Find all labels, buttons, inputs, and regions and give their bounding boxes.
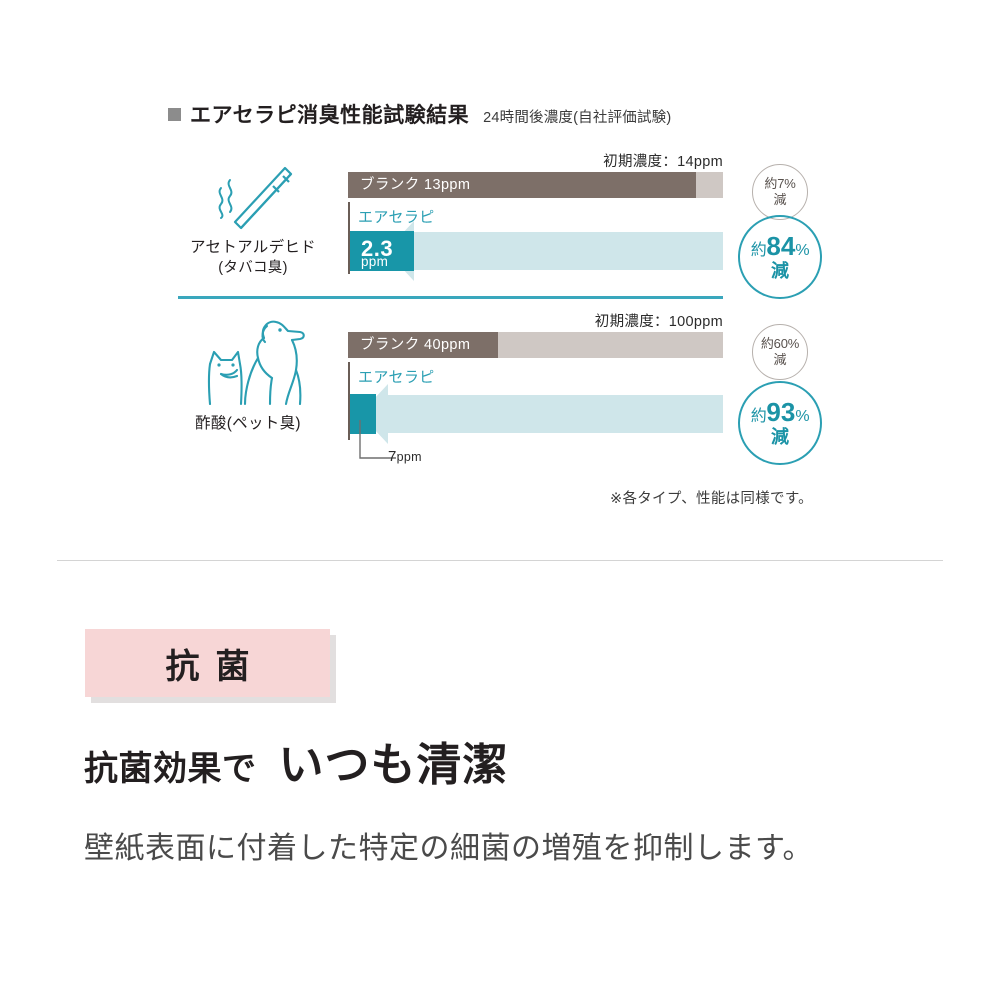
antibacterial-badge: 抗菌 (85, 629, 330, 697)
badge-suffix-1: % (795, 242, 810, 260)
product-label-1: エアセラピ (358, 209, 435, 226)
initial-concentration-label-2: 初期濃度：100ppm (594, 314, 723, 330)
square-marker-icon (168, 108, 181, 121)
antibacterial-body-text: 壁紙表面に付着した特定の細菌の増殖を抑制します。 (84, 832, 813, 865)
blank-bar-label-2: ブランク 40ppm (360, 337, 471, 353)
category-sub-1: (タバコ臭) (218, 259, 288, 276)
badge-product-unit-1: 減 (771, 260, 789, 281)
callout-value-2: 7 (388, 448, 397, 465)
chart-title: エアセラピ消臭性能試験結果 24時間後濃度(自社評価試験) (168, 99, 671, 129)
category-name-2: 酢酸(ペット臭) (195, 415, 301, 432)
product-group-axis-2 (348, 362, 350, 440)
blank-bar-label-1: ブランク 13ppm (360, 177, 471, 193)
chart-row-acetic-acid: 初期濃度：100ppm ブランク 40ppm エアセラピ 7ppm 約60% 減… (0, 310, 1000, 485)
badge-blank-reduction-1: 約7% 減 (752, 164, 808, 220)
badge-blank-value-2: 約60% (760, 336, 800, 352)
badge-product-reduction-2: 約93% 減 (738, 381, 822, 465)
callout-leader-line-2 (359, 420, 396, 459)
antibacterial-headline: 抗菌効果で いつも清潔 (84, 728, 509, 793)
blank-bar-fill-2 (348, 332, 498, 358)
blank-bar-fill-1 (348, 172, 697, 198)
badge-blank-value-1: 約7% (764, 176, 796, 192)
badge-product-unit-2: 減 (771, 426, 789, 447)
badge-suffix-2: % (795, 408, 810, 426)
badge-product-value-1: 約84% (751, 233, 810, 260)
cigarette-icon (205, 158, 315, 241)
antibacterial-section: 抗菌 抗菌効果で いつも清潔 壁紙表面に付着した特定の細菌の増殖を抑制します。 (0, 560, 1000, 1000)
product-unit-1: ppm (361, 254, 389, 269)
badge-number-1: 84 (766, 231, 796, 262)
antibacterial-badge-label: 抗菌 (165, 647, 266, 686)
blank-bar-track-2: ブランク 40ppm (348, 332, 723, 358)
callout-unit-2: ppm (396, 450, 422, 464)
headline-part1: 抗菌効果で (84, 750, 257, 788)
category-caption-2: 酢酸(ペット臭) (153, 414, 343, 435)
initial-concentration-label-1: 初期濃度：14ppm (603, 154, 723, 170)
badge-product-value-2: 約93% (751, 399, 810, 426)
badge-product-reduction-1: 約84% 減 (738, 215, 822, 299)
section-divider (57, 560, 943, 561)
chart-footnote: ※各タイプ、性能は同様です。 (610, 491, 813, 507)
product-bar-1: 2.3 ppm (350, 231, 414, 271)
reduction-arrow-body-1 (414, 232, 723, 270)
badge-blank-unit-1: 減 (773, 192, 787, 207)
product-label-2: エアセラピ (358, 369, 435, 386)
reduction-arrow-body-2 (388, 395, 723, 433)
product-value-1: 2.3 (361, 236, 394, 261)
row-divider (178, 296, 723, 299)
product-group-axis-1 (348, 202, 350, 274)
badge-prefix-1: 約 (750, 242, 767, 260)
deodorizing-test-section: エアセラピ消臭性能試験結果 24時間後濃度(自社評価試験) 初期濃度：14ppm… (0, 99, 1000, 507)
cat-and-dog-icon (188, 312, 318, 417)
blank-bar-track-1: ブランク 13ppm (348, 172, 723, 198)
chart-title-main: エアセラピ消臭性能試験結果 (190, 104, 470, 127)
badge-blank-reduction-2: 約60% 減 (752, 324, 808, 380)
category-caption-1: アセトアルデヒド (タバコ臭) (158, 238, 348, 278)
badge-number-2: 93 (766, 397, 796, 428)
callout-label-2: 7ppm (388, 448, 422, 465)
category-name-1: アセトアルデヒド (190, 239, 316, 256)
chart-row-acetaldehyde: 初期濃度：14ppm ブランク 13ppm エアセラピ 2.3 ppm 約7% … (0, 150, 1000, 300)
chart-title-sub: 24時間後濃度(自社評価試験) (483, 110, 672, 126)
badge-prefix-2: 約 (750, 408, 767, 426)
badge-blank-unit-2: 減 (773, 352, 787, 367)
headline-part2: いつも清潔 (278, 739, 509, 790)
product-bar-2 (350, 394, 376, 434)
